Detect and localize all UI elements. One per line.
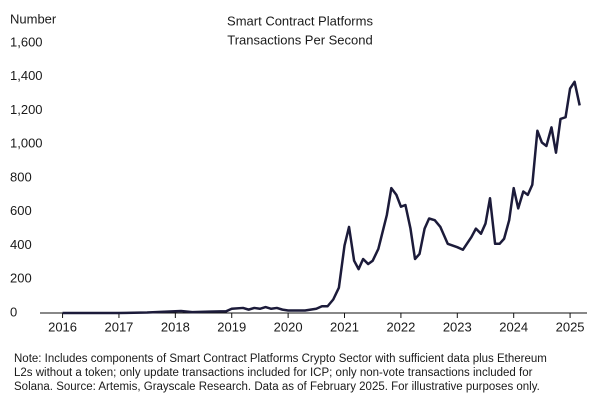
y-tick-label: 1,600: [10, 34, 43, 49]
x-tick-label: 2016: [48, 319, 77, 334]
x-tick-label: 2018: [161, 319, 190, 334]
x-tick-label: 2022: [386, 319, 415, 334]
chart-title: Smart Contract Platforms: [227, 13, 373, 28]
y-tick-label: 1,000: [10, 136, 43, 151]
y-tick-label: 600: [10, 203, 32, 218]
chart: Smart Contract Platforms Transactions Pe…: [10, 11, 587, 334]
x-tick-label: 2021: [330, 319, 359, 334]
x-tick-label: 2024: [499, 319, 528, 334]
note-line: L2s without a token; only update transac…: [14, 367, 533, 379]
y-tick-label: 400: [10, 237, 32, 252]
y-tick-label: 800: [10, 169, 32, 184]
x-tick-label: 2025: [556, 319, 585, 334]
x-tick-label: 2019: [217, 319, 246, 334]
x-tick-label: 2017: [104, 319, 133, 334]
note: Note: Includes components of Smart Contr…: [14, 352, 594, 394]
y-tick-label: 1,400: [10, 68, 43, 83]
note-line: Solana. Source: Artemis, Grayscale Resea…: [14, 381, 540, 393]
y-tick-label: 0: [10, 304, 17, 319]
y-tick-label: 1,200: [10, 102, 43, 117]
y-axis-label: Number: [10, 11, 57, 26]
chart-title: Transactions Per Second: [227, 32, 372, 47]
line: [62, 80, 581, 315]
y-tick-label: 200: [10, 271, 32, 286]
note-line: Note: Includes components of Smart Contr…: [14, 353, 547, 365]
x-tick-label: 2020: [274, 319, 303, 334]
x-tick-label: 2023: [443, 319, 472, 334]
